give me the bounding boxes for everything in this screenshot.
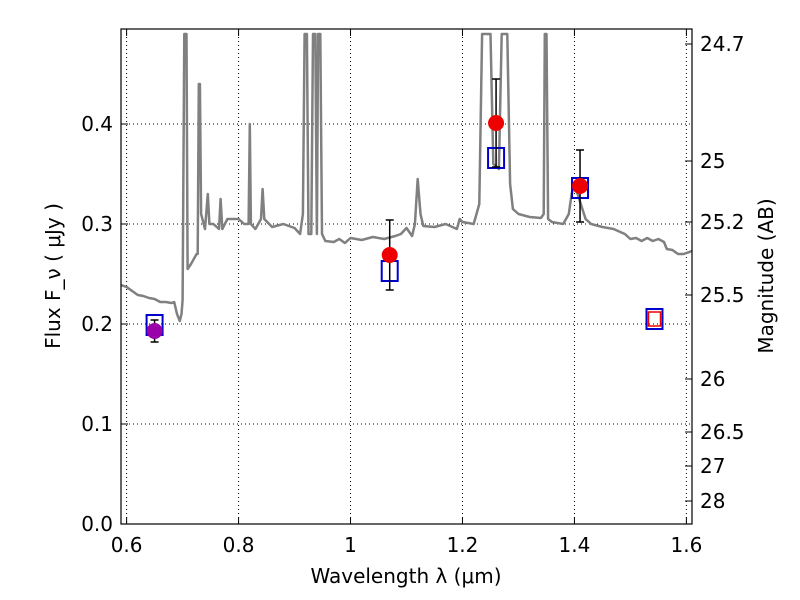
x-tick-label: 1 — [344, 533, 357, 557]
observed-photometry-point — [146, 323, 163, 339]
x-tick-label: 1.2 — [447, 533, 479, 557]
right-tick-label: 26.5 — [700, 420, 745, 444]
x-tick-label: 0.6 — [111, 533, 143, 557]
model-photometry-box — [645, 308, 664, 330]
model-spectrum-line — [121, 32, 692, 323]
marker-layer — [145, 78, 664, 343]
y-tick-label: 0.2 — [81, 312, 113, 336]
right-tick-label: 25.2 — [700, 210, 745, 234]
right-tick-label: 25.5 — [700, 283, 745, 307]
right-tick-label: 27 — [700, 454, 725, 478]
y-tick-label: 0.3 — [81, 212, 113, 236]
observed-photometry-point — [488, 115, 505, 131]
x-axis-label: Wavelength λ (μm) — [310, 564, 501, 588]
grid-layer — [121, 29, 692, 524]
y-tick-label: 0.1 — [81, 412, 113, 436]
right-tick-label: 28 — [700, 489, 725, 513]
tick-layer — [121, 29, 692, 525]
observed-photometry-limit — [647, 311, 662, 327]
y-axis-right-label: Magnitude (AB) — [754, 198, 778, 353]
right-tick-label: 26 — [700, 367, 725, 391]
observed-photometry-point — [381, 247, 398, 263]
x-tick-label: 0.8 — [223, 533, 255, 557]
x-tick-label: 1.4 — [559, 533, 591, 557]
right-tick-label: 25 — [700, 149, 725, 173]
y-tick-label: 0.0 — [81, 512, 113, 536]
observed-photometry-point — [572, 178, 589, 194]
right-tick-label: 24.7 — [700, 32, 745, 56]
label-layer: 0.6 0.8 1 1.2 1.4 1.6 0.0 0.1 0.2 0.3 0.4 24.7 25 25.… — [81, 32, 744, 557]
x-tick-label: 1.6 — [670, 533, 702, 557]
plot-frame-background — [121, 29, 692, 524]
plot-frame — [120, 28, 693, 525]
y-axis-label: Flux F_ν ( μJy ) — [41, 203, 65, 349]
y-tick-label: 0.4 — [81, 112, 113, 136]
spectrum-layer — [121, 32, 692, 323]
